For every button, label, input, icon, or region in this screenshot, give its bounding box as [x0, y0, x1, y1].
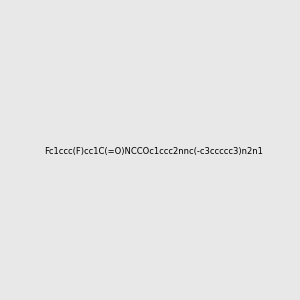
Text: Fc1ccc(F)cc1C(=O)NCCOc1ccc2nnc(-c3ccccc3)n2n1: Fc1ccc(F)cc1C(=O)NCCOc1ccc2nnc(-c3ccccc3…	[44, 147, 263, 156]
